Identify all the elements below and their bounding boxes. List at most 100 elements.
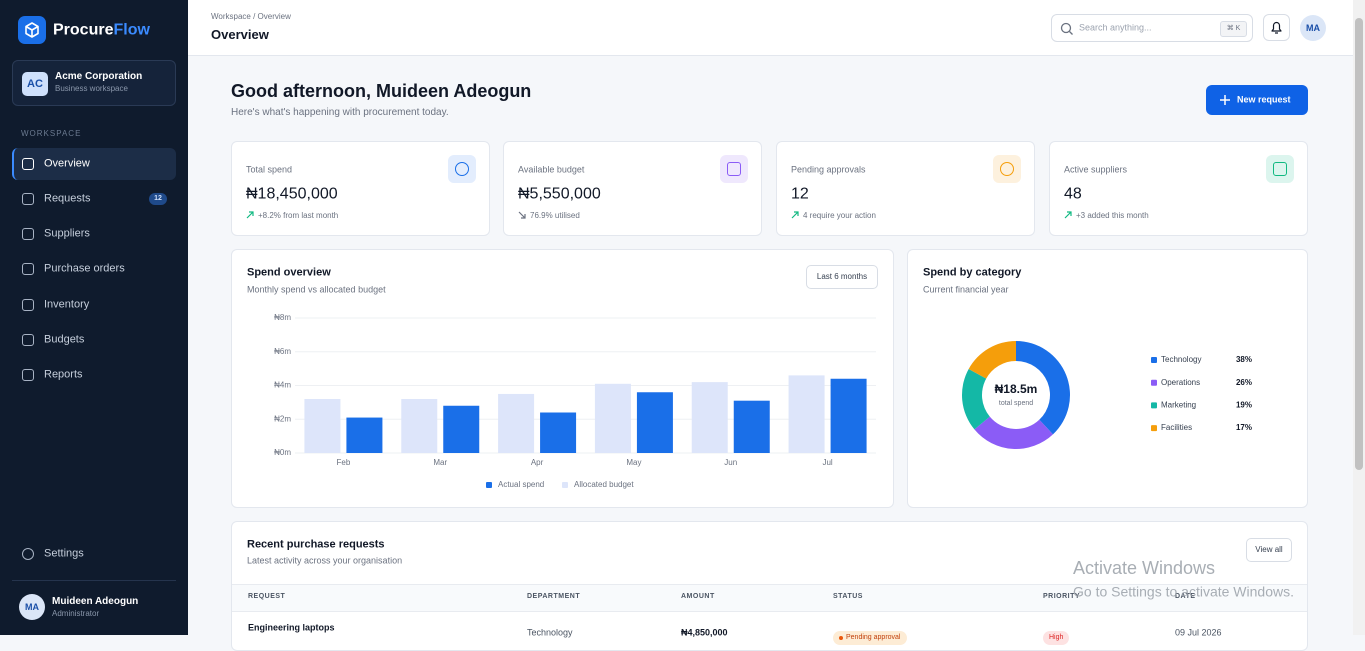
notifications-button[interactable] [1263,14,1290,41]
divider [12,580,176,581]
greeting-title: Good afternoon, Muideen Adeogun [231,81,532,102]
nav-icon [22,299,34,311]
stat-label: Pending approvals [791,164,866,175]
nav-item[interactable]: Budgets [44,333,85,346]
search-placeholder: Search anything... [1079,22,1152,33]
plus-icon [1220,95,1230,105]
legend-label: Facilities [1161,423,1192,432]
legend-swatch [562,482,568,488]
note-arrow-group [518,211,526,219]
nav-item[interactable]: Purchase orders [44,262,125,275]
legend-value: 19% [1236,401,1252,410]
note-arrow [518,211,526,219]
note-arrow-icon [1064,211,1072,219]
org-name: Acme Corporation [55,71,143,82]
view-all-button[interactable]: View all [1246,538,1292,562]
x-tick-label: Jul [822,458,832,467]
range-button[interactable]: Last 6 months [806,265,878,289]
spend-overview-card: Spend overview Monthly spend vs allocate… [231,249,894,508]
legend-swatch [1151,425,1157,432]
card-title: Spend by category [923,266,1022,279]
legend-label: Technology [1161,355,1201,364]
note-arrow-group [791,211,799,219]
cell-request: Engineering laptops [248,622,335,633]
note-arrow-group [246,211,254,219]
stat-icon [1266,155,1294,183]
shortcut-hint: ⌘ K [1220,21,1247,37]
stat-icon-glyph [1000,162,1014,176]
stat-note: +8.2% from last month [258,211,339,221]
column-header: DATE [1175,592,1196,600]
y-tick-label: ₦4m [274,381,291,390]
donut-center-label: ₦18.5m [995,382,1038,396]
card-subtitle: Latest activity across your organisation [247,555,403,566]
x-tick-label: Mar [433,458,447,467]
user-name: Muideen Adeogun [52,596,139,607]
x-tick-label: Apr [531,458,544,467]
legend-label: Operations [1161,378,1200,387]
stat-value: 12 [791,185,809,203]
legend-swatch [1151,357,1157,363]
nav-icon [22,263,34,275]
legend-label: Actual spend [498,480,544,489]
brand-second: Flow [113,21,150,39]
stat-card: Total spend ₦18,450,000 +8.2% from last mo… [231,141,490,236]
bar [304,399,341,453]
nav-icon [22,158,34,170]
stat-label: Total spend [246,164,293,175]
bell-icon [1271,21,1282,34]
bar [443,405,480,453]
legend-label: Allocated budget [574,480,634,489]
donut-segment [968,341,1016,379]
cell-status: Pending approval [846,634,901,641]
activation-subtitle: Go to Settings to activate Windows. [1073,583,1294,600]
stat-card: Active suppliers 48 +3 added this month [1049,141,1308,236]
nav-icon [22,334,34,346]
bar [636,392,673,453]
y-tick-label: ₦2m [274,414,291,423]
note-arrow-icon [246,211,254,219]
stat-icon [448,155,476,183]
nav-item[interactable]: Suppliers [44,227,90,240]
cell: 09 Jul 2026 [1175,627,1222,638]
header-avatar[interactable]: MA [1300,15,1326,41]
topbar: Workspace / Overview Overview Search any… [188,0,1353,56]
bar [498,393,535,453]
stat-icon [720,155,748,183]
note-arrow [1064,211,1072,219]
bar [733,400,770,453]
greeting-subtitle: Here's what's happening with procurement… [231,107,449,118]
legend-value: 26% [1236,378,1252,387]
stat-label: Active suppliers [1064,164,1128,175]
legend-swatch [486,482,492,488]
recent-requests-card: Recent purchase requests Latest activity… [231,521,1308,651]
nav-item[interactable]: Inventory [44,298,90,311]
legend-swatch [1151,379,1157,386]
settings-link[interactable]: Settings [44,547,84,560]
org-switcher[interactable]: AC Acme Corporation Business workspace [12,60,176,106]
legend-swatch [1151,402,1157,409]
card-title: Spend overview [247,266,331,279]
legend-value: 38% [1236,355,1252,364]
y-tick-label: ₦8m [274,313,291,322]
new-request-button[interactable]: New request [1206,85,1308,115]
stat-label: Available budget [518,164,585,175]
nav-item[interactable]: Overview [44,157,90,170]
cell: ₦4,850,000 [681,627,728,638]
stat-note: 76.9% utilised [530,211,580,221]
org-avatar: AC [22,72,48,96]
column-header: PRIORITY [1043,592,1081,600]
sidebar: ProcureFlow AC Acme Corporation Business… [0,0,188,635]
bar [401,399,438,453]
search-box[interactable]: Search anything... ⌘ K [1051,14,1253,42]
nav-item[interactable]: Reports [44,368,83,381]
scrollbar-thumb[interactable] [1355,18,1363,470]
bar [594,383,631,453]
bar [346,417,383,453]
nav-item[interactable]: Requests [44,192,91,205]
settings-icon [22,548,34,560]
nav-icon [22,228,34,240]
new-request-label: New request [1237,94,1291,105]
org-subtitle: Business workspace [55,84,128,94]
x-tick-label: Jun [724,458,737,467]
